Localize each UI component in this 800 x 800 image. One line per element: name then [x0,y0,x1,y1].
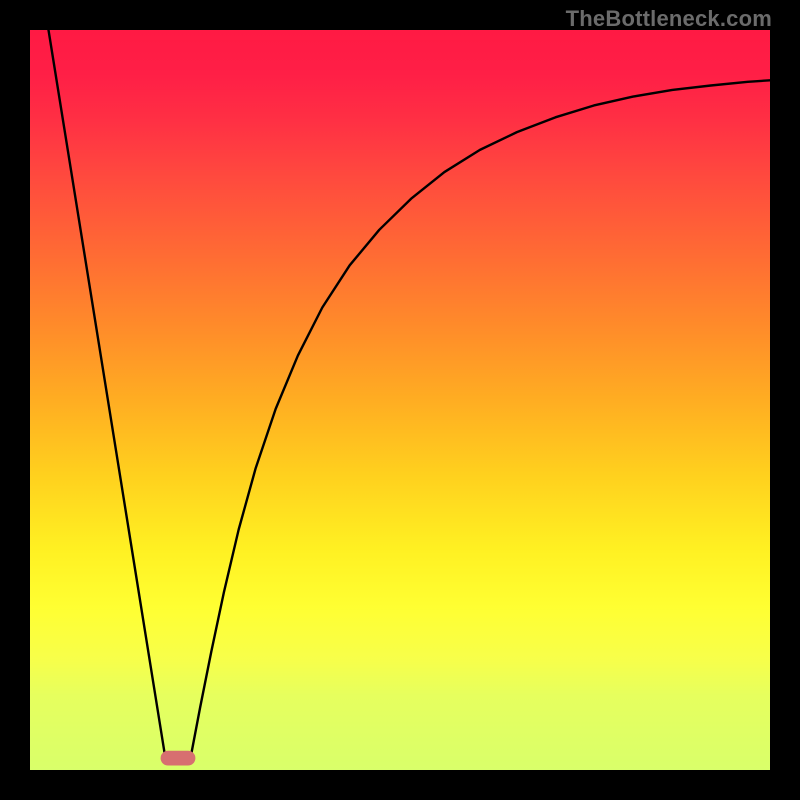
plot-background [30,30,770,770]
chart-frame: TheBottleneck.com [0,0,800,800]
watermark-text: TheBottleneck.com [566,6,772,32]
bottleneck-marker [161,751,196,766]
bottleneck-chart [30,30,770,770]
